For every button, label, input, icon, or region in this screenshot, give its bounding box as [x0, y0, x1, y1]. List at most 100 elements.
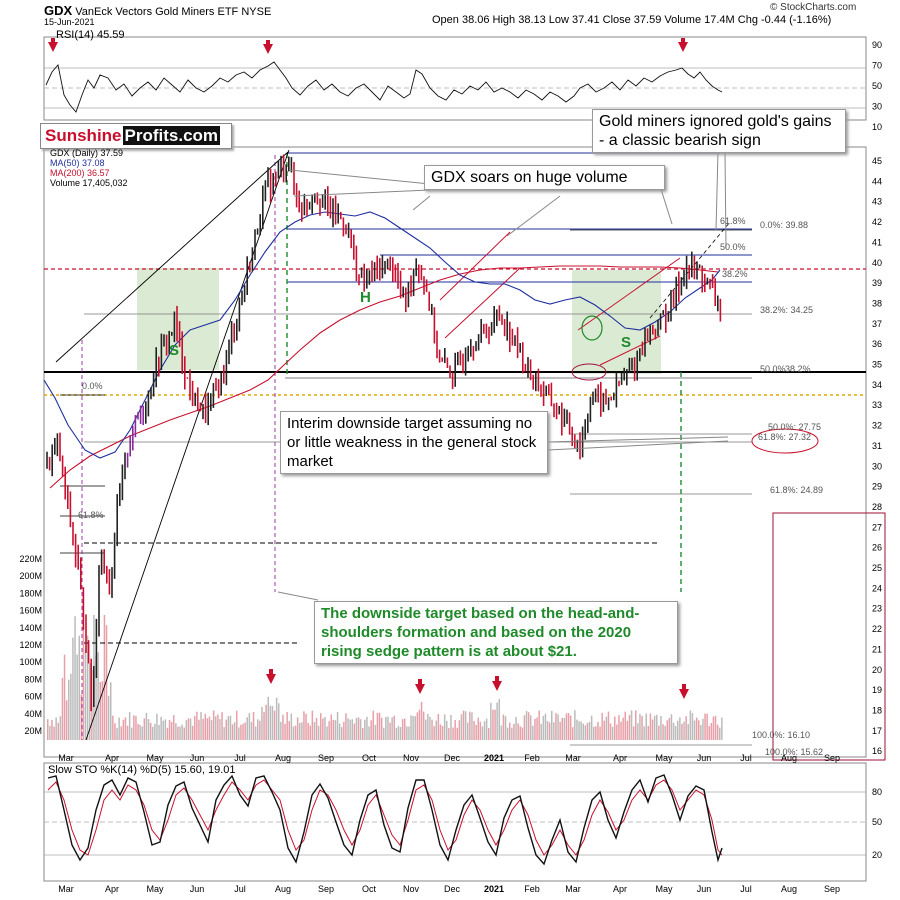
volume-bar — [65, 700, 68, 740]
price-tick: 41 — [872, 237, 882, 247]
fib-label: 50.0% — [760, 364, 786, 374]
volume-bar — [483, 721, 486, 740]
volume-bar — [311, 710, 314, 740]
volume-bar — [620, 721, 622, 740]
volume-bar — [101, 681, 104, 740]
volume-bar — [427, 713, 429, 740]
volume-bar — [137, 723, 139, 740]
volume-bar — [630, 710, 633, 740]
sto-tick: 50 — [872, 817, 882, 827]
interim-target-annotation: Interim downside target assuming no or l… — [280, 411, 548, 474]
volume-bar — [511, 727, 513, 740]
volume-bar — [666, 720, 668, 740]
volume-bar — [303, 711, 305, 740]
callout-pointers — [277, 151, 729, 601]
volume-bar — [404, 718, 406, 740]
volume-bar — [357, 717, 360, 740]
volume-bar — [469, 711, 471, 740]
volume-bar — [527, 712, 530, 740]
sto-label: Slow STO %K(14) %D(5) 15.60, 19.01 — [48, 764, 236, 776]
volume-bar — [559, 721, 561, 740]
month-label: Sep — [318, 753, 334, 763]
volume-bar — [712, 716, 715, 740]
volume-bar — [288, 721, 290, 740]
volume-bar — [269, 705, 272, 740]
volume-bar — [351, 719, 353, 740]
security-name: VanEck Vectors Gold Miners ETF — [75, 6, 239, 18]
rsi-grid — [44, 67, 866, 109]
volume-bar — [95, 655, 97, 740]
volume-bar — [624, 711, 626, 740]
month-label: May — [146, 884, 164, 894]
volume-bar — [86, 635, 89, 740]
volume-tick: 60M — [24, 692, 42, 702]
volume-tick: 100M — [19, 657, 42, 667]
volume-bar — [557, 714, 559, 740]
volume-bar — [292, 726, 295, 740]
volume-bar — [242, 723, 244, 740]
volume-bar — [175, 723, 177, 740]
volume-bar — [695, 717, 698, 740]
volume-bar — [471, 712, 473, 740]
volume-bar — [481, 726, 484, 740]
volume-bar — [378, 712, 381, 740]
volume-bar — [490, 702, 492, 740]
volume-bar — [498, 698, 500, 740]
volume-bar — [664, 725, 666, 740]
volume-bar — [240, 724, 242, 740]
volume-bar — [687, 724, 689, 740]
volume-bar — [305, 713, 307, 740]
arrow-down-icon — [266, 674, 276, 684]
volume-bar — [309, 725, 311, 740]
volume-bar — [679, 717, 681, 740]
volume-bar — [229, 715, 232, 740]
axis-labels: 45 44 43 42 41 40 39 38 37 36 35 34 33 32 31 30 29 28 27 26… — [19, 40, 882, 894]
volume-bar — [603, 720, 605, 740]
volume-bar — [502, 714, 505, 740]
volume-bar — [641, 716, 643, 740]
volume-bar — [313, 722, 316, 740]
volume-bar — [204, 713, 206, 740]
volume-bar — [399, 727, 402, 740]
volume-bar — [359, 719, 362, 740]
volume-bar — [488, 727, 490, 740]
month-label: Jul — [234, 753, 246, 763]
volume-bar — [519, 726, 521, 740]
volume-bar — [267, 696, 269, 740]
volume-bar — [401, 719, 404, 740]
price-tick: 31 — [872, 441, 882, 451]
volume-bar — [99, 681, 101, 740]
arrow-down-icon — [415, 684, 425, 694]
sto-tick: 80 — [872, 787, 882, 797]
volume-bar — [154, 723, 156, 740]
fib-label: 100.0%: 16.10 — [752, 730, 810, 740]
volume-bar — [68, 679, 70, 740]
volume-tick: 80M — [24, 674, 42, 684]
fib-label: 61.8%: 24.89 — [770, 485, 823, 495]
fib-label: 38.2%: 34.25 — [760, 305, 813, 315]
fib-label: 50.0% — [720, 242, 746, 252]
volume-bar — [366, 716, 368, 740]
volume-bar — [387, 716, 389, 740]
volume-bar — [605, 716, 608, 740]
price-tick: 37 — [872, 319, 882, 329]
volume-bar — [128, 711, 131, 740]
volume-bar — [80, 694, 83, 740]
volume-bar — [315, 718, 318, 740]
month-label: 2021 — [484, 753, 504, 763]
volume-bar — [523, 715, 526, 740]
month-label: 2021 — [484, 884, 504, 894]
rsi-tick: 50 — [872, 81, 882, 91]
volume-bar — [595, 726, 597, 740]
month-label: Feb — [524, 884, 540, 894]
volume-bar — [460, 714, 463, 740]
volume-bar — [475, 724, 477, 740]
fib-label: 38.2% — [785, 364, 811, 374]
volume-bar — [78, 635, 80, 740]
arrow-down-icon — [678, 42, 688, 52]
volume-bar — [271, 706, 274, 740]
volume-bar — [700, 725, 702, 740]
price-tick: 22 — [872, 624, 882, 634]
price-tick: 29 — [872, 482, 882, 492]
volume-bar — [131, 727, 133, 740]
